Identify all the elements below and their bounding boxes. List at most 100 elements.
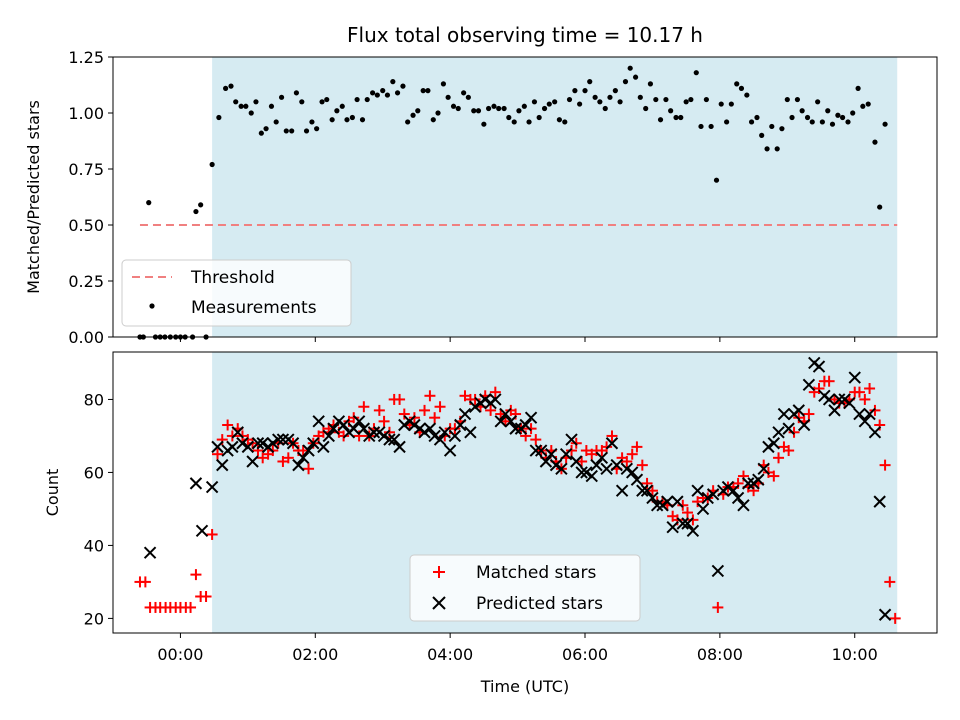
matched-star-point: [139, 576, 151, 588]
measurement-point: [703, 96, 709, 103]
matched-star-point: [297, 445, 309, 457]
matched-star-point: [206, 528, 218, 540]
predicted-star-point: [878, 608, 892, 621]
measurement-point: [546, 101, 552, 107]
measurement-point: [845, 119, 851, 125]
predicted-star-point: [691, 484, 704, 497]
matched-star-point: [485, 404, 497, 416]
measurement-point: [450, 103, 457, 109]
predicted-star-point: [458, 407, 472, 421]
measurement-point: [728, 101, 734, 107]
y-tick-label: 40: [84, 536, 104, 555]
predicted-star-point: [393, 440, 406, 454]
measurement-point: [374, 92, 380, 98]
predicted-star-point: [620, 462, 634, 475]
measurement-point: [627, 65, 633, 71]
measurement-point: [278, 94, 285, 100]
measurement-point: [400, 83, 406, 89]
measurement-point: [440, 81, 447, 87]
matched-star-point: [222, 419, 234, 431]
measurement-point: [384, 92, 391, 98]
measurement-point: [253, 99, 259, 105]
measurement-point: [541, 105, 548, 112]
legend-matched-swatch: [433, 566, 445, 578]
measurement-point: [289, 128, 295, 134]
predicted-star-point: [438, 426, 451, 439]
matched-star-point: [636, 459, 648, 471]
matched-star-point: [566, 445, 578, 457]
matched-star-point: [469, 393, 481, 405]
measurement-point: [617, 99, 623, 105]
matched-star-point: [378, 415, 390, 427]
measurement-point: [566, 96, 573, 103]
measurement-point: [744, 92, 750, 98]
predicted-star-point: [757, 462, 770, 475]
predicted-star-point: [833, 393, 846, 406]
legend-predicted-swatch: [432, 596, 446, 610]
predicted-star-point: [256, 437, 269, 450]
measurement-point: [612, 88, 618, 94]
measurement-point: [804, 114, 811, 121]
predicted-star-point: [494, 415, 507, 428]
predicted-star-point: [504, 415, 518, 428]
measurement-point: [370, 90, 376, 96]
predicted-star-point: [666, 520, 679, 534]
legend-matched-label: Matched stars: [476, 563, 596, 583]
measurement-point: [637, 94, 643, 100]
measurement-point: [461, 90, 467, 96]
measurement-point: [516, 108, 522, 114]
measurement-point: [850, 110, 856, 116]
matched-star-point: [303, 463, 315, 475]
measurement-point: [860, 103, 866, 109]
measurement-point: [678, 114, 684, 121]
predicted-star-point: [266, 437, 280, 450]
predicted-star-point: [701, 491, 714, 505]
measurement-point: [238, 103, 244, 109]
top-y-axis-label: Matched/Predicted stars: [24, 100, 43, 294]
matched-star-point: [621, 455, 633, 467]
matched-star-point: [803, 408, 815, 420]
measurement-point: [653, 96, 659, 103]
predicted-star-point: [296, 451, 310, 465]
measurement-point: [829, 121, 836, 127]
measurement-point: [673, 114, 679, 121]
predicted-star-point: [752, 473, 765, 486]
predicted-star-point: [236, 437, 249, 450]
matched-star-point: [879, 459, 891, 471]
predicted-stars-series: [143, 356, 892, 621]
measurement-point: [216, 114, 222, 121]
predicted-star-point: [327, 422, 340, 435]
measurement-point: [248, 110, 254, 116]
matched-star-point: [576, 455, 588, 467]
measurement-point: [491, 103, 497, 109]
measurement-point: [390, 79, 396, 85]
predicted-star-point: [418, 426, 431, 439]
measurement-point: [445, 94, 451, 100]
predicted-star-point: [408, 418, 421, 432]
y-tick-label: 0.50: [68, 216, 104, 235]
predicted-star-point: [858, 415, 872, 428]
measurement-point: [582, 88, 588, 94]
measurements-series: [137, 65, 888, 340]
measurement-point: [339, 103, 345, 109]
predicted-star-point: [428, 429, 441, 443]
predicted-star-point: [762, 440, 775, 454]
measurement-point: [855, 85, 861, 91]
y-tick-label: 0.75: [68, 160, 104, 179]
measurement-point: [657, 117, 664, 123]
predicted-star-point: [433, 433, 447, 446]
predicted-star-point: [650, 499, 664, 512]
measurement-point: [865, 101, 871, 107]
matched-star-point: [398, 408, 410, 420]
measurement-point: [471, 108, 477, 114]
predicted-star-point: [595, 451, 609, 465]
measurement-point: [228, 83, 234, 89]
measurement-point: [496, 105, 502, 112]
predicted-star-point: [782, 422, 795, 435]
matched-star-point: [859, 393, 871, 405]
measurement-point: [273, 119, 279, 125]
measurement-point: [394, 90, 401, 96]
matched-star-point: [626, 448, 638, 460]
measurement-point: [536, 114, 542, 121]
matched-star-point: [768, 470, 780, 482]
